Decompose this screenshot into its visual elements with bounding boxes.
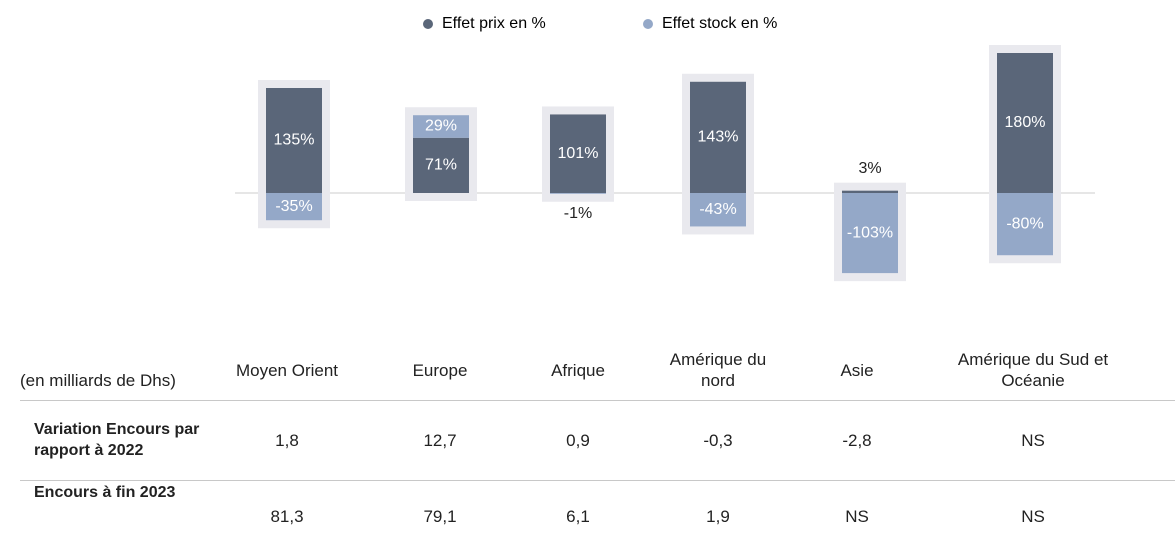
value-label: 135%: [274, 132, 315, 149]
table-header-label: (en milliards de Dhs): [20, 370, 176, 390]
table-cell: NS: [1021, 506, 1045, 526]
value-label: 180%: [1005, 114, 1046, 131]
bar: [997, 53, 1053, 193]
table-cell: 0,9: [566, 430, 590, 450]
bar: [690, 193, 746, 227]
bar: [266, 193, 322, 221]
table-cell: 12,7: [423, 430, 457, 450]
column-header: Amérique du nord: [669, 350, 767, 390]
table-cell: -2,8: [842, 430, 872, 450]
bar: [550, 114, 606, 193]
table-cell: 81,3: [270, 506, 304, 526]
row-label: Variation Encours par rapport à 2022: [34, 421, 200, 459]
chart: Effet prix en % Effet stock en % 135% -35% 7…: [235, 15, 1095, 282]
column-header: Afrique: [551, 360, 605, 380]
bar: [266, 88, 322, 193]
table-cell: 1,9: [706, 506, 730, 526]
value-label: 3%: [858, 160, 881, 177]
table-cell: 6,1: [566, 506, 590, 526]
bar: [413, 137, 469, 193]
column-header: Europe: [412, 360, 468, 380]
table-cell: 1,8: [275, 430, 299, 450]
legend-marker: [423, 19, 433, 29]
bar: [842, 190, 898, 193]
column-header: Amérique du Sud et Océanie: [957, 350, 1109, 390]
legend-marker: [643, 19, 653, 29]
column-header: Moyen Orient: [235, 360, 339, 380]
table-cell: NS: [1021, 430, 1045, 450]
bar: [413, 115, 469, 138]
value-label: 71%: [425, 157, 457, 174]
bar: [997, 193, 1053, 256]
value-label: 101%: [558, 145, 599, 162]
table-cell: NS: [845, 506, 869, 526]
value-label: 143%: [698, 129, 739, 146]
value-label: -80%: [1006, 215, 1043, 232]
value-label: 29%: [425, 118, 457, 135]
table-cell: 79,1: [423, 506, 457, 526]
bar: [690, 81, 746, 193]
value-label: -43%: [699, 201, 736, 218]
row-separator: [20, 480, 1175, 481]
bar: [842, 193, 898, 274]
legend-label: Effet stock en %: [662, 15, 777, 32]
value-label: -103%: [847, 224, 893, 241]
table-cell: -0,3: [703, 430, 733, 450]
row-label: Encours à fin 2023: [34, 483, 176, 501]
row-separator: [20, 400, 1175, 401]
column-header: Asie: [840, 360, 874, 380]
value-label: -1%: [564, 205, 592, 222]
value-label: -35%: [275, 198, 312, 215]
bar: [550, 193, 606, 194]
legend-label: Effet prix en %: [442, 15, 546, 32]
